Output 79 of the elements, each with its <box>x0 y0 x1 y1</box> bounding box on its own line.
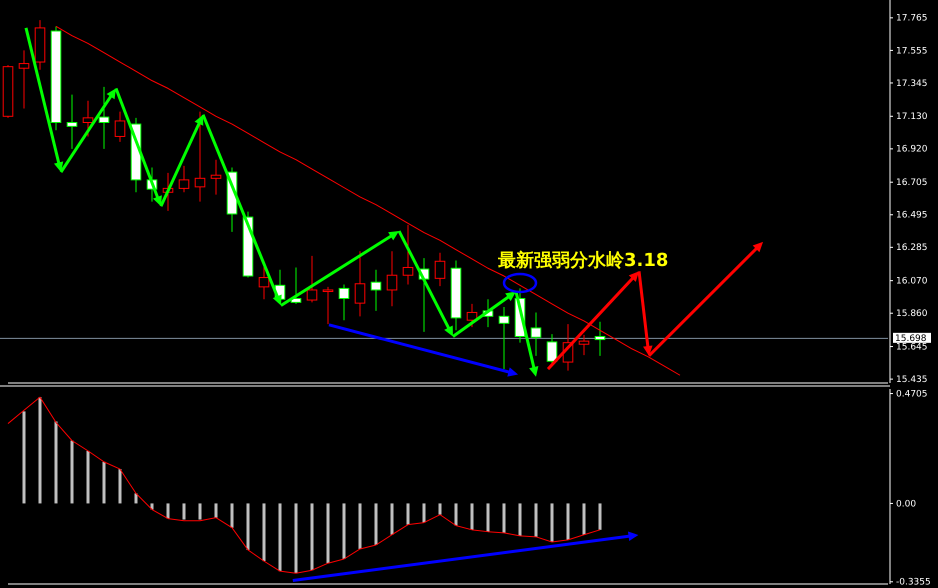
line-series <box>56 26 680 376</box>
y-tick-label: 16.705 <box>896 178 928 188</box>
candlestick <box>18 50 30 110</box>
bar <box>326 503 330 564</box>
bar <box>182 503 186 520</box>
bar <box>278 503 282 572</box>
bar <box>438 503 442 515</box>
bar <box>550 503 554 542</box>
candlestick <box>210 159 222 196</box>
bar <box>118 469 122 504</box>
y-tick-label: 17.345 <box>896 78 928 89</box>
candlestick <box>466 303 478 328</box>
candlestick <box>194 111 206 202</box>
bar <box>22 411 26 504</box>
bar <box>70 440 74 504</box>
candlestick <box>434 252 446 287</box>
bar <box>486 503 490 532</box>
candlestick <box>594 321 606 356</box>
candlestick <box>322 286 334 325</box>
y-tick-label: -0.3355 <box>896 578 931 588</box>
bar <box>54 421 58 504</box>
candlestick <box>82 100 94 137</box>
bar <box>374 503 378 545</box>
candlestick <box>290 266 302 304</box>
candlestick <box>354 250 366 317</box>
y-tick-label: 0.00 <box>896 499 916 510</box>
bar <box>262 503 266 562</box>
bar <box>598 503 602 530</box>
candlestick <box>530 312 542 356</box>
candlestick <box>306 255 318 303</box>
y-tick-label: 15.645 <box>896 342 928 352</box>
ref-line-label: 15.698 <box>895 334 927 344</box>
y-tick-label: 17.555 <box>896 46 928 56</box>
candlestick <box>546 334 558 364</box>
bar <box>198 503 202 520</box>
bar <box>294 503 298 574</box>
bar <box>214 503 218 518</box>
candlestick <box>386 250 398 307</box>
candlestick <box>370 269 382 312</box>
bar <box>230 503 234 528</box>
bar <box>566 503 570 540</box>
bar <box>38 397 42 504</box>
candlestick <box>114 111 126 142</box>
bar <box>246 503 250 550</box>
bar <box>534 503 538 537</box>
candlestick <box>402 224 414 286</box>
bar <box>134 493 138 504</box>
annotation: 最新强弱分水岭3.18 <box>497 250 668 271</box>
bar <box>390 503 394 535</box>
y-tick-label: 15.435 <box>896 375 928 386</box>
candlestick <box>178 165 190 193</box>
bar <box>342 503 346 560</box>
bar <box>166 503 170 519</box>
y-tick-label: 0.4705 <box>896 389 928 400</box>
y-tick-label: 15.860 <box>896 309 928 320</box>
y-tick-label: 16.285 <box>896 243 928 254</box>
bar <box>454 503 458 526</box>
bar <box>86 450 90 504</box>
candlestick <box>98 86 110 150</box>
bar <box>582 503 586 535</box>
bar <box>102 462 106 504</box>
y-tick-label: 16.920 <box>896 144 928 155</box>
bar <box>406 503 410 525</box>
y-tick-label: 16.495 <box>896 210 928 221</box>
candlestick <box>578 334 590 356</box>
bar <box>358 503 362 549</box>
bar <box>422 503 426 523</box>
bar <box>470 503 474 530</box>
candlestick <box>498 306 510 370</box>
line-series <box>8 396 600 574</box>
bar <box>518 503 522 536</box>
y-tick-label: 16.070 <box>896 276 928 287</box>
candlestick <box>338 284 350 321</box>
candlestick <box>258 266 270 300</box>
y-tick-label: 17.765 <box>896 14 928 24</box>
y-tick-label: 17.130 <box>896 112 928 122</box>
candlestick <box>66 94 78 150</box>
bar <box>502 503 506 533</box>
bar <box>310 503 314 570</box>
